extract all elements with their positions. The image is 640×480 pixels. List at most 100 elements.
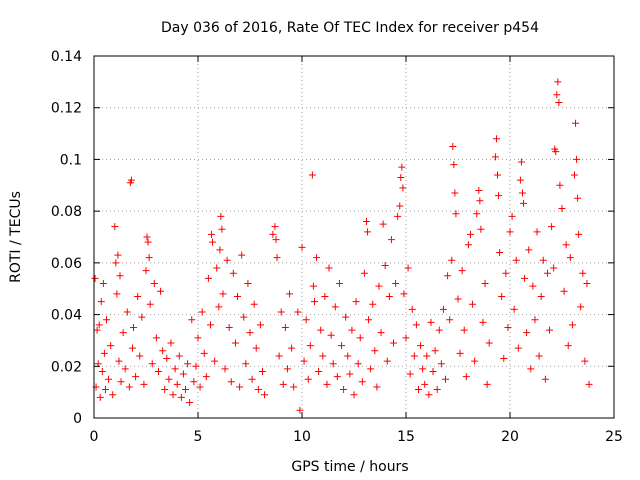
data-point xyxy=(143,233,151,241)
data-point xyxy=(548,223,556,231)
data-point xyxy=(466,230,474,238)
y-axis-label: ROTI / TECUs xyxy=(8,191,24,283)
data-point xyxy=(294,308,302,316)
data-point xyxy=(109,391,117,399)
data-point xyxy=(433,386,441,394)
data-point xyxy=(446,316,454,324)
data-point xyxy=(219,290,227,298)
data-point xyxy=(208,230,216,238)
data-point xyxy=(431,347,439,355)
data-point xyxy=(279,380,287,388)
data-point xyxy=(458,267,466,275)
data-point xyxy=(333,373,341,381)
data-point xyxy=(473,210,481,218)
data-point xyxy=(554,78,562,86)
data-point xyxy=(93,326,101,334)
data-point xyxy=(116,272,124,280)
data-point xyxy=(275,352,283,360)
data-point xyxy=(198,308,206,316)
data-point xyxy=(475,186,483,194)
data-point xyxy=(392,280,400,288)
data-point xyxy=(100,349,108,357)
data-point xyxy=(315,367,323,375)
grid-lines xyxy=(94,56,614,418)
data-point xyxy=(456,349,464,357)
data-point xyxy=(91,274,99,282)
data-point xyxy=(476,197,484,205)
data-point xyxy=(516,176,524,184)
data-point xyxy=(223,256,231,264)
data-point xyxy=(308,171,316,179)
data-point xyxy=(481,280,489,288)
data-point xyxy=(460,326,468,334)
data-point xyxy=(236,383,244,391)
data-point xyxy=(358,378,366,386)
data-point xyxy=(175,352,183,360)
data-point xyxy=(375,282,383,290)
data-point xyxy=(125,383,133,391)
x-tick-label: 25 xyxy=(605,429,623,445)
data-point xyxy=(572,119,580,127)
data-point xyxy=(577,303,585,311)
data-point xyxy=(360,269,368,277)
data-point xyxy=(152,334,160,342)
data-point xyxy=(400,290,408,298)
data-point xyxy=(132,373,140,381)
data-point xyxy=(449,143,457,150)
data-point xyxy=(464,241,472,249)
data-point xyxy=(97,298,105,306)
data-point xyxy=(504,324,512,331)
data-point xyxy=(364,228,372,236)
data-point xyxy=(469,300,477,308)
data-point xyxy=(485,339,493,347)
data-point xyxy=(112,259,120,267)
data-point xyxy=(452,210,460,218)
data-point xyxy=(216,246,224,254)
y-tick-label: 0.08 xyxy=(51,204,82,220)
data-point xyxy=(288,344,296,352)
data-point xyxy=(437,360,445,368)
data-point xyxy=(527,365,535,373)
data-point xyxy=(121,365,129,373)
data-point xyxy=(558,205,566,213)
data-point xyxy=(390,339,398,347)
data-point xyxy=(556,181,564,189)
y-axis-ticks: 0 0.02 0.04 0.06 0.08 0.1 0.12 0.14 xyxy=(51,49,614,427)
data-point xyxy=(398,163,406,171)
data-point xyxy=(365,316,373,324)
data-point xyxy=(369,300,377,308)
data-point xyxy=(508,212,516,220)
data-point xyxy=(221,365,229,373)
data-point xyxy=(98,367,106,375)
data-point xyxy=(546,326,554,334)
data-point xyxy=(105,375,113,383)
data-point xyxy=(506,228,514,236)
data-point xyxy=(217,212,225,220)
data-point xyxy=(317,326,325,334)
data-point xyxy=(177,393,185,401)
data-point xyxy=(417,342,425,350)
data-point xyxy=(190,378,198,386)
data-point xyxy=(492,135,500,143)
x-tick-label: 5 xyxy=(194,429,203,445)
data-point xyxy=(101,386,109,394)
data-point xyxy=(406,370,414,378)
data-point xyxy=(302,316,310,324)
data-point xyxy=(261,391,269,399)
data-point xyxy=(154,367,162,375)
x-axis-label: GPS time / hours xyxy=(291,459,408,475)
data-point xyxy=(138,313,146,321)
data-point xyxy=(435,326,443,334)
data-point xyxy=(371,347,379,355)
data-point xyxy=(242,360,250,368)
data-point xyxy=(396,202,404,210)
data-point xyxy=(348,326,356,334)
data-point xyxy=(402,334,410,342)
data-point xyxy=(537,292,545,300)
data-point xyxy=(184,360,192,368)
data-point xyxy=(248,375,256,383)
data-point xyxy=(346,370,354,378)
data-point xyxy=(163,355,171,363)
data-point xyxy=(227,378,235,386)
data-point xyxy=(439,305,447,313)
